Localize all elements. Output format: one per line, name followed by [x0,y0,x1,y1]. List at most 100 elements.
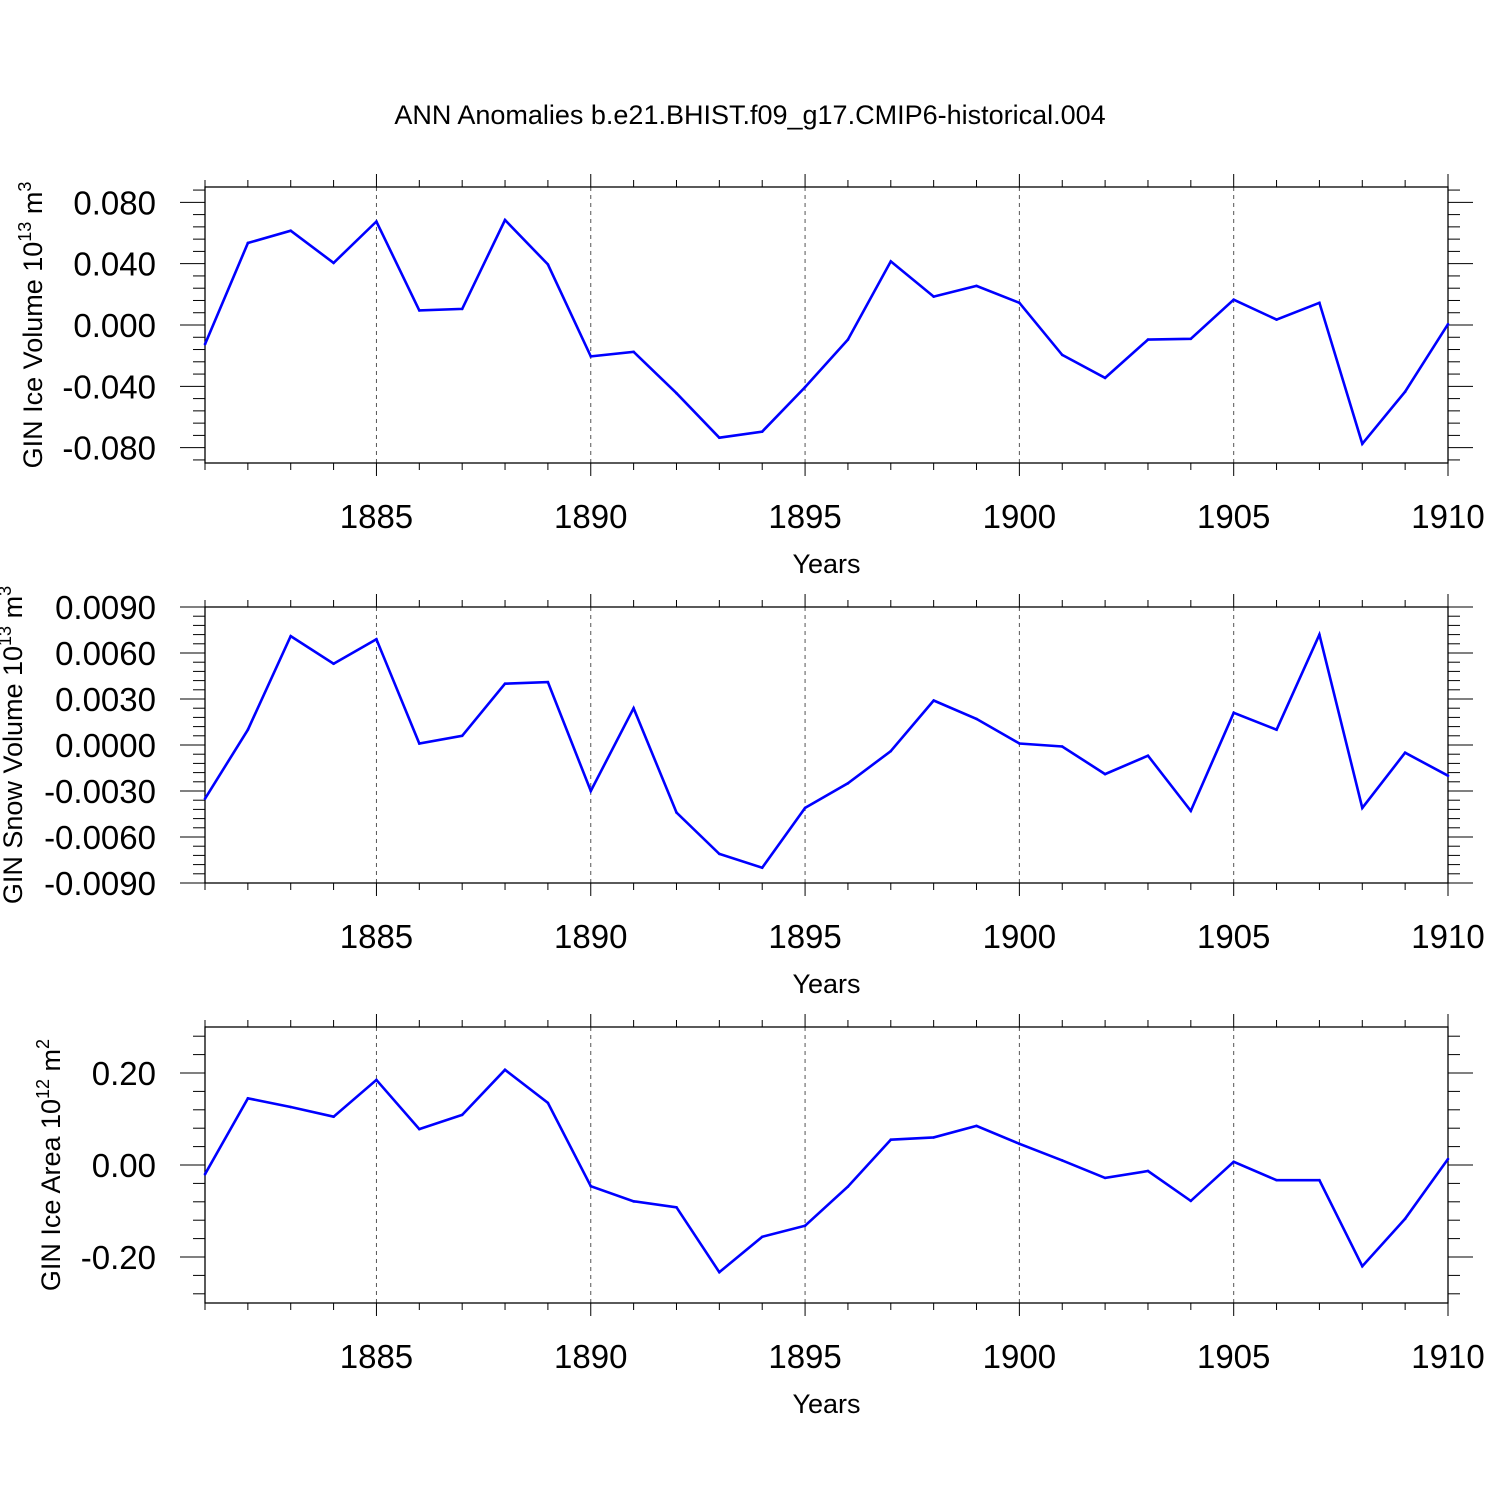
data-point [632,706,635,710]
data-point [1060,353,1064,357]
y-axis-label: GIN Snow Volume 1013 m3 [0,586,28,904]
data-point [1189,1199,1193,1203]
data-point [1103,772,1107,776]
data-point [289,1105,293,1109]
data-point [932,295,935,298]
data-point [375,637,378,641]
x-tick-label: 1890 [554,498,627,535]
y-tick-label: -0.20 [81,1239,156,1276]
x-tick-label: 1905 [1197,918,1270,955]
x-tick-label: 1895 [768,498,841,535]
data-point [1146,754,1150,758]
data-point [460,307,464,311]
data-point [503,1068,507,1072]
data-point [1446,322,1450,326]
data-point [546,1101,550,1105]
y-axis-label: GIN Ice Area 1012 m2 [33,1039,66,1291]
data-point [803,1224,807,1228]
data-point [889,749,893,753]
data-point [1403,390,1407,394]
data-point [1146,338,1150,341]
data-point [1232,1160,1235,1164]
y-tick-label: 0.000 [73,307,156,344]
data-point [503,218,507,222]
data-point [1318,1178,1321,1182]
data-point [1360,442,1364,446]
y-axis-label-gap [18,214,48,222]
chart-panel-1: -0.080 -0.040 0.000 0.040 0.080 1885 1890 1895 1… [15,174,1485,579]
data-point [718,436,721,440]
data-point [760,1235,764,1239]
data-point [203,342,207,346]
data-point [1275,1178,1278,1182]
data-point [1018,1142,1021,1146]
data-point [1360,806,1364,810]
y-axis-label-unit-exponent: 3 [15,182,35,192]
data-point [675,1206,678,1209]
data-point [1189,337,1193,341]
y-axis-label-main: GIN Ice Area 10 [36,1099,66,1291]
data-point [246,728,250,731]
y-tick-label: 0.0060 [55,635,156,672]
data-point [375,220,378,223]
data-point [1446,774,1450,777]
data-point [1103,1176,1107,1180]
y-tick-label: 0.00 [92,1147,156,1184]
y-axis-label-unit: m [18,192,48,215]
data-point [1103,376,1107,380]
data-point [418,742,421,745]
data-point [1403,1217,1407,1221]
y-axis-label-exponent: 12 [33,1079,53,1099]
data-point [1318,301,1321,305]
y-tick-label: -0.0060 [44,819,156,856]
data-point [1446,1157,1450,1161]
data-point [1360,1264,1364,1268]
panels: -0.080 -0.040 0.000 0.040 0.080 1885 1890 1895 1… [0,174,1485,1419]
chart-panel-2: -0.0090 -0.0060 -0.0030 0.0000 0.0030 0.0060 0… [0,586,1485,999]
x-tick-label: 1905 [1197,498,1270,535]
data-point [1275,318,1278,321]
plot-frame [204,1026,1449,1304]
series-line [203,630,1449,870]
y-tick-label: -0.0030 [44,773,156,810]
y-tick-label: 0.0030 [55,681,156,718]
y-axis-label-main: GIN Snow Volume 10 [0,646,28,904]
data-point [889,1138,893,1141]
series-line [203,1068,1450,1275]
data-point [760,430,764,433]
y-tick-label: 0.20 [92,1055,156,1092]
plot-frame [204,186,1449,464]
data-point [589,789,593,793]
data-point [846,338,850,341]
y-axis-label-exponent: 13 [15,222,35,242]
data-point [589,1184,593,1188]
data-point [803,385,807,389]
data-point [1060,1159,1064,1162]
chart-title: ANN Anomalies b.e21.BHIST.f09_g17.CMIP6-… [394,100,1105,130]
x-axis-label: Years [792,549,860,579]
data-point [503,682,507,685]
x-tick-label: 1900 [983,918,1056,955]
y-tick-label: 0.040 [73,246,156,283]
x-tick-label: 1885 [340,918,413,955]
y-axis-label-main: GIN Ice Volume 10 [18,242,48,469]
y-tick-label: -0.080 [62,430,156,467]
data-point [889,260,893,263]
x-tick-label: 1885 [340,1338,413,1375]
data-point [932,1136,935,1139]
y-axis-label: GIN Ice Volume 1013 m3 [15,182,48,469]
y-tick-label: 0.0000 [55,727,156,764]
data-point [846,782,850,785]
data-point [203,797,207,800]
data-point [375,1078,378,1082]
data-point [632,1200,635,1203]
data-point [246,1097,250,1100]
x-axis-label: Years [792,1389,860,1419]
data-point [1146,1169,1150,1173]
data-point [760,866,764,869]
data-point [1018,301,1021,305]
x-tick-label: 1900 [983,498,1056,535]
y-tick-label: -0.0090 [44,865,156,902]
x-tick-label: 1910 [1411,918,1484,955]
chart-panel-3: -0.20 0.00 0.20 1885 1890 1895 1900 1905 1910 Yea… [33,1014,1485,1419]
